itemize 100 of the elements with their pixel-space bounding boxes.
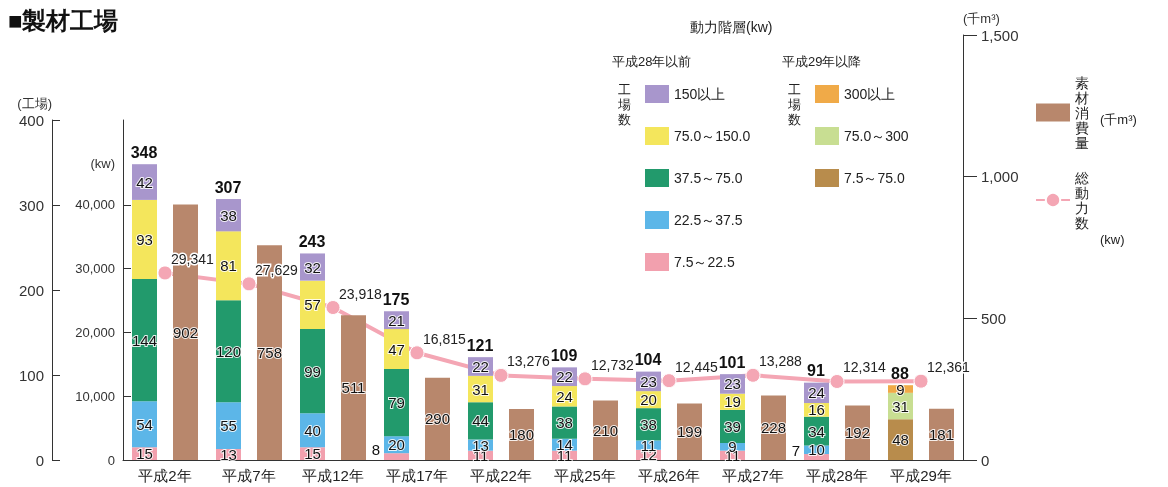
data-label: 23,918 [339,285,383,302]
point [829,374,845,389]
data-label: 34 [808,422,825,440]
point [157,265,173,281]
data-label: 12,732 [591,356,635,373]
bar [132,199,157,279]
data-label: 16,815 [423,330,467,347]
y3-tick-label: 0 [107,452,115,468]
legend-label: 素材消費量 [1074,74,1089,151]
total-label: 91 [807,362,825,380]
total-label: 175 [382,290,410,308]
data-label: 39 [724,417,741,435]
x-tick-label: 平成12年 [302,467,364,484]
legend-label: 37.5～75.0 [674,170,743,186]
chart-title: ■製材工場 [8,6,119,34]
total-label: 109 [550,346,578,364]
data-label: 42 [136,173,153,191]
y-tick-label: 400 [18,111,44,129]
y-axis-title: (工場) [17,96,52,111]
y3-tick-label: 40,000 [75,197,115,213]
y-tick-label: 200 [18,281,44,299]
data-label: 20 [640,391,657,409]
bar [384,369,409,437]
data-label: 180 [508,426,535,443]
data-label: 47 [388,340,405,358]
total-label: 243 [298,232,326,250]
y3-tick-label: 10,000 [75,388,115,404]
data-label: 20 [388,436,405,454]
point [493,367,509,383]
text: (千m³) [1100,112,1137,127]
y3-axis-title: (kw) [90,156,115,171]
point [745,367,761,383]
x-tick-label: 平成25年 [554,467,616,484]
data-label: 55 [220,417,237,435]
data-label: 23 [640,372,657,390]
x-tick-label: 平成29年 [890,467,952,484]
data-label: 8 [371,441,380,459]
legend-label: 総動力数 [1074,169,1089,231]
y2-tick-label: 1,500 [981,26,1019,44]
data-label: 16 [808,401,825,419]
data-label: 99 [304,362,321,380]
data-label: 120 [215,342,242,360]
y3-tick-label: 30,000 [75,261,115,277]
data-label: 38 [220,206,237,224]
data-label: 13 [220,445,237,463]
y3-tick-label: 20,000 [75,325,115,340]
y-tick-label: 0 [35,451,44,469]
legend-label: 22.5～37.5 [674,212,743,228]
data-label: 210 [592,421,619,439]
x-tick-label: 平成2年 [138,467,192,484]
point [409,345,425,361]
point [913,373,929,389]
x-tick-label: 平成26年 [638,467,700,484]
y-tick-label: 100 [18,366,44,384]
data-label: 12,314 [843,359,887,376]
data-label: 9 [896,380,905,398]
x-tick-label: 平成17年 [386,467,448,484]
legend-label: 75.0～150.0 [674,128,751,144]
data-label: 44 [472,412,489,430]
data-label: 54 [136,415,153,433]
x-tick-label: 平成27年 [722,467,784,484]
data-label: 19 [724,393,741,411]
data-label: 21 [388,311,405,329]
point [577,371,593,387]
x-tick-label: 平成7年 [222,467,276,484]
data-label: 23 [724,375,741,393]
data-label: 15 [304,445,321,463]
data-label: 24 [808,384,825,402]
data-label: 13,276 [507,353,551,370]
data-label: 228 [760,419,787,437]
y2-axis-title: (千m³) [963,11,1000,26]
data-label: 22 [556,368,573,386]
legend-label: 75.0～300 [844,128,909,144]
point [241,276,257,292]
data-label: 57 [304,296,321,314]
x-tick-label: 平成22年 [470,467,532,484]
total-label: 101 [718,353,746,371]
data-label: 48 [892,431,909,449]
legend-label: 7.5～22.5 [674,254,735,270]
total-label: 88 [891,364,909,382]
data-label: 31 [472,380,489,398]
data-label: 7 [791,441,800,459]
data-label: 40 [304,421,321,439]
data-label: 93 [136,230,153,248]
text: 平成29年以降 [782,54,862,69]
y2-tick-label: 500 [981,309,1007,327]
data-label: 13,288 [759,353,803,370]
annotation: 工場数 [787,82,801,127]
point [325,300,341,316]
bar [132,278,157,402]
total-label: 348 [130,143,158,161]
total-label: 307 [214,178,242,196]
legend-label: 300以上 [844,86,896,102]
data-label: 38 [640,415,657,433]
legend-label: 7.5～75.0 [844,170,905,186]
data-label: 31 [892,397,909,415]
y2-tick-label: 1,000 [981,168,1019,186]
data-label: 15 [136,445,153,463]
text: (kw) [1100,232,1125,247]
data-label: 181 [928,425,955,443]
